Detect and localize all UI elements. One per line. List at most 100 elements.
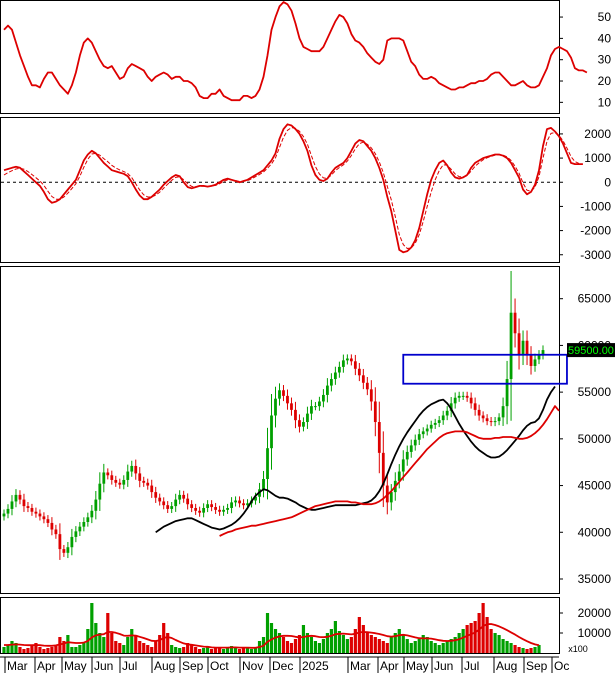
volume-bar — [529, 648, 532, 653]
volume-bar — [501, 639, 504, 653]
volume-bar — [202, 648, 205, 653]
volume-bar — [78, 645, 81, 653]
price-range-box — [403, 355, 567, 384]
candle-body — [94, 500, 97, 511]
volume-bar — [446, 641, 449, 653]
volume-bar — [254, 648, 257, 653]
candle-body — [218, 510, 221, 512]
volume-bar — [30, 645, 33, 653]
volume-bar — [26, 648, 29, 653]
volume-bar — [386, 643, 389, 653]
volume-bar — [82, 643, 85, 653]
candle-body — [422, 431, 425, 434]
volume-bar — [6, 645, 9, 653]
x-tick-label: Nov — [242, 659, 263, 673]
candle-body — [202, 508, 205, 513]
candle-body — [266, 448, 269, 479]
candle-body — [222, 510, 225, 512]
candle-body — [430, 425, 433, 429]
volume-bar — [330, 629, 333, 653]
volume-bar — [430, 641, 433, 653]
candle-body — [370, 389, 373, 401]
candle-body — [366, 383, 369, 390]
volume-bar — [70, 647, 73, 653]
candle-body — [322, 395, 325, 402]
volume-bar — [318, 643, 321, 653]
candle-body — [342, 360, 345, 367]
volume-bar — [46, 648, 49, 653]
volume-bar — [242, 648, 245, 653]
x-tick-label: Aug — [496, 659, 517, 673]
volume-unit-label: x100 — [568, 644, 588, 654]
volume-bar — [274, 629, 277, 653]
candle-body — [518, 333, 521, 354]
x-tick-label: Mar — [7, 659, 28, 673]
volume-bar — [182, 647, 185, 653]
volume-bar — [126, 637, 129, 653]
volume-bar — [50, 647, 53, 653]
rsi-panel-frame — [1, 1, 560, 114]
volume-bar — [10, 641, 13, 653]
volume-bar — [222, 649, 225, 653]
candle-body — [7, 509, 10, 514]
volume-bar — [505, 641, 508, 653]
x-tick-label: May — [406, 659, 429, 673]
volume-bar — [410, 643, 413, 653]
volume-bar — [166, 633, 169, 653]
volume-bar — [490, 629, 493, 653]
volume-bar — [406, 639, 409, 653]
volume-bar — [266, 613, 269, 653]
x-tick-label: Mar — [350, 659, 371, 673]
candle-body — [318, 401, 321, 406]
candle-body — [78, 527, 81, 532]
candle-body — [43, 516, 46, 519]
rsi-line — [4, 2, 587, 100]
volume-bar — [478, 613, 481, 653]
volume-bar — [90, 603, 93, 653]
volume-bar — [350, 637, 353, 653]
volume-bar — [521, 648, 524, 653]
volume-bar — [66, 635, 69, 653]
volume-bar — [474, 621, 477, 653]
volume-bar — [486, 617, 489, 653]
candle-body — [462, 396, 465, 397]
candle-body — [402, 459, 405, 471]
volume-bar — [370, 635, 373, 653]
candle-body — [55, 529, 58, 534]
candle-body — [86, 517, 89, 522]
candle-body — [66, 547, 69, 553]
candle-body — [190, 504, 193, 508]
candle-body — [130, 466, 133, 472]
candle-body — [234, 501, 237, 503]
last-price-label: 59500.00 — [568, 345, 614, 357]
volume-bar — [118, 643, 121, 653]
y-tick-label: 30 — [598, 53, 612, 67]
volume-bar — [130, 629, 133, 653]
candle-body — [138, 473, 141, 480]
price-panel: 6500060000550005000045000400003500059500… — [1, 267, 615, 594]
volume-bar — [150, 647, 153, 653]
candle-body — [182, 495, 185, 499]
candle-body — [406, 452, 409, 459]
candle-body — [326, 386, 329, 395]
candle-body — [526, 341, 529, 355]
candle-body — [11, 501, 14, 508]
candle-body — [486, 418, 489, 421]
volume-bar — [250, 649, 253, 653]
x-tick-label: Jul — [464, 659, 479, 673]
x-tick-label: Oc — [554, 659, 569, 673]
volume-bar — [114, 641, 117, 653]
y-tick-label: -1000 — [580, 199, 611, 213]
candle-body — [374, 401, 377, 422]
volume-bar — [102, 637, 105, 653]
candle-body — [330, 379, 333, 386]
candle-body — [458, 396, 461, 398]
y-tick-label: 10 — [598, 95, 612, 109]
volume-bar — [194, 647, 197, 653]
candle-body — [126, 472, 129, 480]
volume-bar — [382, 641, 385, 653]
x-tick-label: Aug — [154, 659, 175, 673]
volume-bar — [322, 639, 325, 653]
volume-bar — [138, 641, 141, 653]
